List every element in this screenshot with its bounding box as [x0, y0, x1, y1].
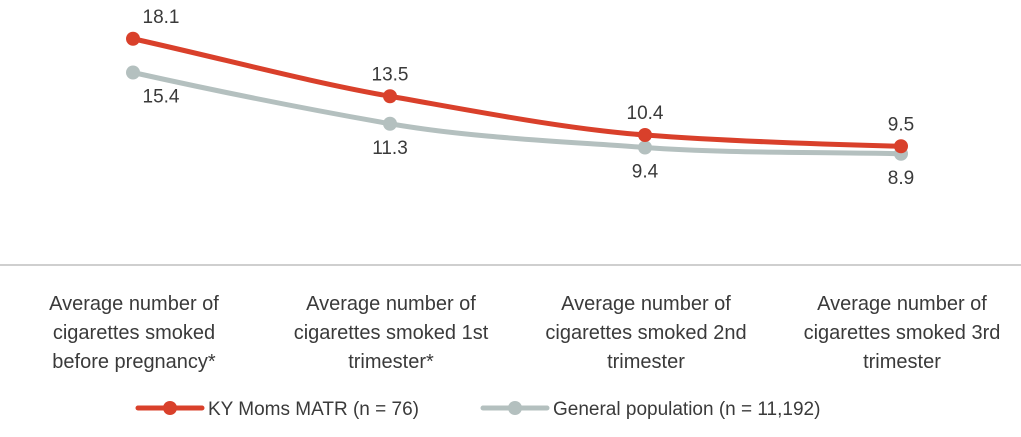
legend-swatch-marker-1 [163, 401, 177, 415]
series-1-point-4 [894, 139, 908, 154]
category-label-2: Average number of cigarettes smoked 1st tr… [294, 293, 489, 373]
data-label-s2-3: 9.4 [632, 162, 659, 183]
category-label-4-line-1: Average number of [817, 293, 987, 315]
category-label-1: Average number of cigarettes smoked before… [49, 293, 219, 373]
category-label-3-line-3: trimester [607, 351, 685, 373]
series-2-point-2 [383, 116, 397, 131]
series-1-point-3 [638, 128, 652, 142]
data-label-s2-1: 15.4 [143, 87, 180, 108]
legend-label-1: KY Moms MATR (n = 76) [208, 399, 419, 420]
data-label-layer: 18.1 13.5 10.4 9.5 15.4 11.3 9.4 8.9 [143, 7, 915, 189]
series-1-point-2 [383, 89, 397, 104]
legend: KY Moms MATR (n = 76) General population … [135, 399, 820, 420]
category-label-3: Average number of cigarettes smoked 2nd tr… [545, 293, 746, 373]
category-labels: Average number of cigarettes smoked before… [49, 293, 1000, 373]
category-label-2-line-1: Average number of [306, 293, 476, 315]
category-label-3-line-1: Average number of [561, 293, 731, 315]
legend-label-2: General population (n = 11,192) [553, 399, 820, 420]
data-label-s2-4: 8.9 [888, 168, 914, 189]
series-1-point-1 [126, 31, 140, 46]
series-2-point-3 [638, 140, 652, 155]
legend-swatch-marker-2 [508, 401, 522, 415]
series-2-point-1 [126, 65, 140, 80]
category-label-1-line-2: cigarettes smoked [53, 322, 215, 344]
category-label-4-line-3: trimester [863, 351, 941, 373]
data-label-s1-3: 10.4 [627, 103, 664, 124]
category-label-4-line-2: cigarettes smoked 3rd [804, 322, 1001, 344]
category-label-1-line-3: before pregnancy* [52, 351, 216, 373]
category-label-2-line-3: trimester* [348, 351, 434, 373]
series-layer [126, 31, 908, 161]
series-line-2 [130, 70, 904, 157]
category-label-1-line-1: Average number of [49, 293, 219, 315]
category-label-2-line-2: cigarettes smoked 1st [294, 322, 489, 344]
data-label-s1-1: 18.1 [143, 7, 180, 28]
category-label-3-line-2: cigarettes smoked 2nd [545, 322, 746, 344]
data-label-s2-2: 11.3 [372, 138, 408, 159]
data-label-s1-4: 9.5 [888, 114, 914, 135]
category-label-4: Average number of cigarettes smoked 3rd tr… [804, 293, 1001, 373]
series-line-1 [130, 36, 904, 149]
data-label-s1-2: 13.5 [372, 64, 409, 85]
